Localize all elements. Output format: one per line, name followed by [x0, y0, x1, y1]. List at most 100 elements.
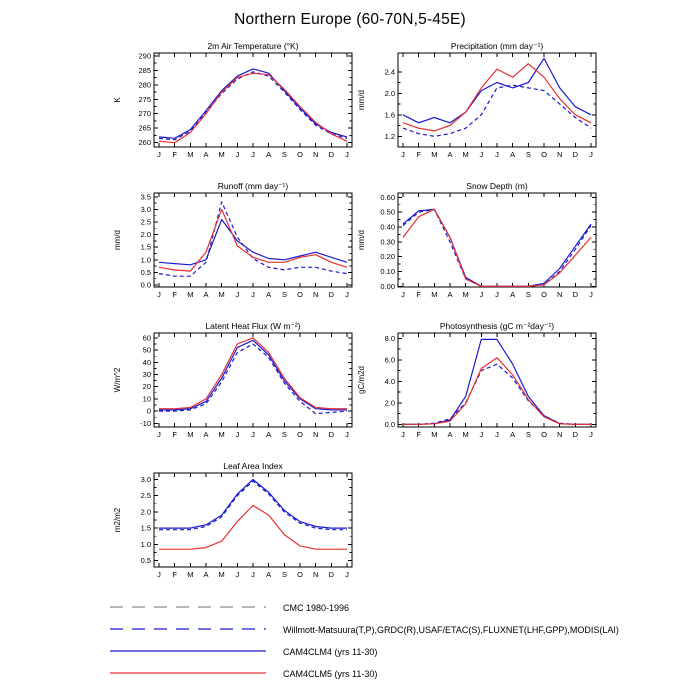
- y-tick-label: 0.10: [380, 267, 395, 276]
- x-tick-label: A: [447, 150, 452, 159]
- x-tick-label: J: [589, 430, 593, 439]
- x-tick-label: J: [589, 290, 593, 299]
- x-tick-label: S: [282, 150, 287, 159]
- x-tick-label: M: [187, 290, 193, 299]
- y-axis-label: K: [113, 97, 122, 103]
- x-tick-label: O: [541, 430, 547, 439]
- x-tick-label: S: [526, 290, 531, 299]
- x-tick-label: M: [187, 430, 193, 439]
- y-tick-label: 1.5: [141, 243, 151, 252]
- x-tick-label: J: [251, 290, 255, 299]
- x-tick-label: F: [172, 430, 177, 439]
- chart-canvas: 2m Air Temperature (°K) K 260 265 270 275 280 2…: [113, 41, 353, 159]
- chart-title: Snow Depth (m): [466, 181, 528, 191]
- y-tick-label: 6.0: [385, 355, 395, 364]
- y-tick-label: 1.0: [141, 540, 151, 549]
- chart-snow-depth: Snow Depth (m) mm/d 0.00 0.10 0.20 0.30 0.40 0.…: [352, 180, 604, 308]
- y-tick-label: 1.6: [385, 110, 395, 119]
- series-CAM4CLM4: [158, 218, 348, 266]
- x-tick-label: J: [157, 150, 161, 159]
- y-tick-label: 0.40: [380, 223, 395, 232]
- series-CAM4CLM4: [159, 478, 347, 529]
- chart-canvas: Latent Heat Flux (W m⁻²) W/m^2 -10 0 10 20 30 4…: [113, 321, 353, 439]
- series-CAM4CLM4: [403, 338, 591, 425]
- x-tick-label: J: [401, 430, 405, 439]
- x-tick-label: D: [573, 430, 579, 439]
- series-observations: [159, 480, 347, 531]
- y-axis-label: mm/d: [113, 230, 122, 250]
- x-tick-label: N: [313, 570, 318, 579]
- chart-photosynthesis: Photosynthesis (gC m⁻²day⁻¹) gC/m2d 0.0 2.0…: [352, 320, 604, 448]
- x-tick-label: J: [401, 150, 405, 159]
- x-tick-label: A: [266, 570, 271, 579]
- series-CAM4CLM5: [158, 72, 348, 144]
- series-CAM4CLM5: [403, 357, 591, 425]
- chart-canvas: Photosynthesis (gC m⁻²day⁻¹) gC/m2d 0.0 2.0…: [357, 321, 597, 439]
- y-tick-label: 1.0: [141, 255, 151, 264]
- x-tick-label: A: [510, 430, 515, 439]
- y-tick-label: 40: [143, 358, 151, 367]
- x-tick-label: A: [447, 430, 452, 439]
- y-tick-label: 1.5: [141, 524, 151, 533]
- series-CAM4CLM5: [402, 208, 592, 287]
- x-tick-label: J: [495, 150, 499, 159]
- x-tick-label: M: [219, 150, 225, 159]
- x-tick-label: S: [282, 570, 287, 579]
- x-tick-label: J: [479, 290, 483, 299]
- y-tick-label: 2.4: [385, 67, 395, 76]
- x-tick-label: J: [495, 430, 499, 439]
- legend-line-sample: [108, 665, 268, 683]
- x-tick-label: M: [219, 290, 225, 299]
- x-tick-label: M: [463, 150, 469, 159]
- legend-line-sample: [108, 643, 268, 661]
- legend-item: CAM4CLM4 (yrs 11-30): [108, 645, 619, 658]
- x-tick-label: N: [313, 430, 318, 439]
- series-CAM4CLM5: [159, 337, 347, 410]
- y-tick-label: 50: [143, 346, 151, 355]
- chart-title: Runoff (mm day⁻¹): [218, 181, 289, 191]
- x-tick-label: N: [313, 150, 318, 159]
- x-tick-label: S: [282, 430, 287, 439]
- x-tick-label: M: [463, 290, 469, 299]
- y-tick-label: -10: [140, 419, 151, 428]
- figure-title: Northern Europe (60-70N,5-45E): [234, 11, 466, 28]
- x-tick-label: S: [282, 290, 287, 299]
- y-tick-label: 1.2: [385, 132, 395, 141]
- x-tick-label: N: [557, 150, 562, 159]
- plot-frame: [397, 332, 597, 428]
- y-tick-label: 0.20: [380, 252, 395, 261]
- x-tick-label: F: [416, 150, 421, 159]
- y-tick-label: 285: [138, 66, 151, 75]
- series-observations: [159, 343, 348, 415]
- chart-title: Latent Heat Flux (W m⁻²): [205, 321, 300, 331]
- y-tick-label: 3.0: [141, 205, 151, 214]
- x-tick-label: J: [157, 430, 161, 439]
- x-tick-label: M: [431, 430, 437, 439]
- x-tick-label: A: [266, 150, 271, 159]
- x-tick-label: J: [345, 150, 349, 159]
- x-tick-label: F: [172, 150, 177, 159]
- x-tick-label: M: [431, 290, 437, 299]
- x-tick-label: J: [345, 570, 349, 579]
- x-tick-label: J: [235, 150, 239, 159]
- legend: CMC 1980-1996 Willmott-Matsuura(T,P),GRDC…: [108, 601, 619, 680]
- x-tick-label: J: [157, 290, 161, 299]
- x-tick-label: A: [203, 430, 208, 439]
- y-tick-label: 8.0: [385, 334, 395, 343]
- y-axis-label: gC/m2d: [357, 366, 366, 394]
- y-tick-label: 2.0: [141, 507, 151, 516]
- y-tick-label: 0.0: [385, 420, 395, 429]
- y-tick-label: 0.5: [141, 556, 151, 565]
- x-tick-label: J: [401, 290, 405, 299]
- x-tick-label: J: [479, 150, 483, 159]
- series-CAM4CLM5: [402, 63, 592, 132]
- series-observations: [158, 201, 348, 277]
- chart-title: Leaf Area Index: [223, 461, 283, 471]
- series-CAM4CLM5: [159, 504, 347, 550]
- x-tick-label: A: [266, 430, 271, 439]
- x-tick-label: M: [187, 150, 193, 159]
- x-tick-label: J: [157, 570, 161, 579]
- legend-label: CMC 1980-1996: [283, 602, 350, 613]
- series-observations: [403, 363, 591, 425]
